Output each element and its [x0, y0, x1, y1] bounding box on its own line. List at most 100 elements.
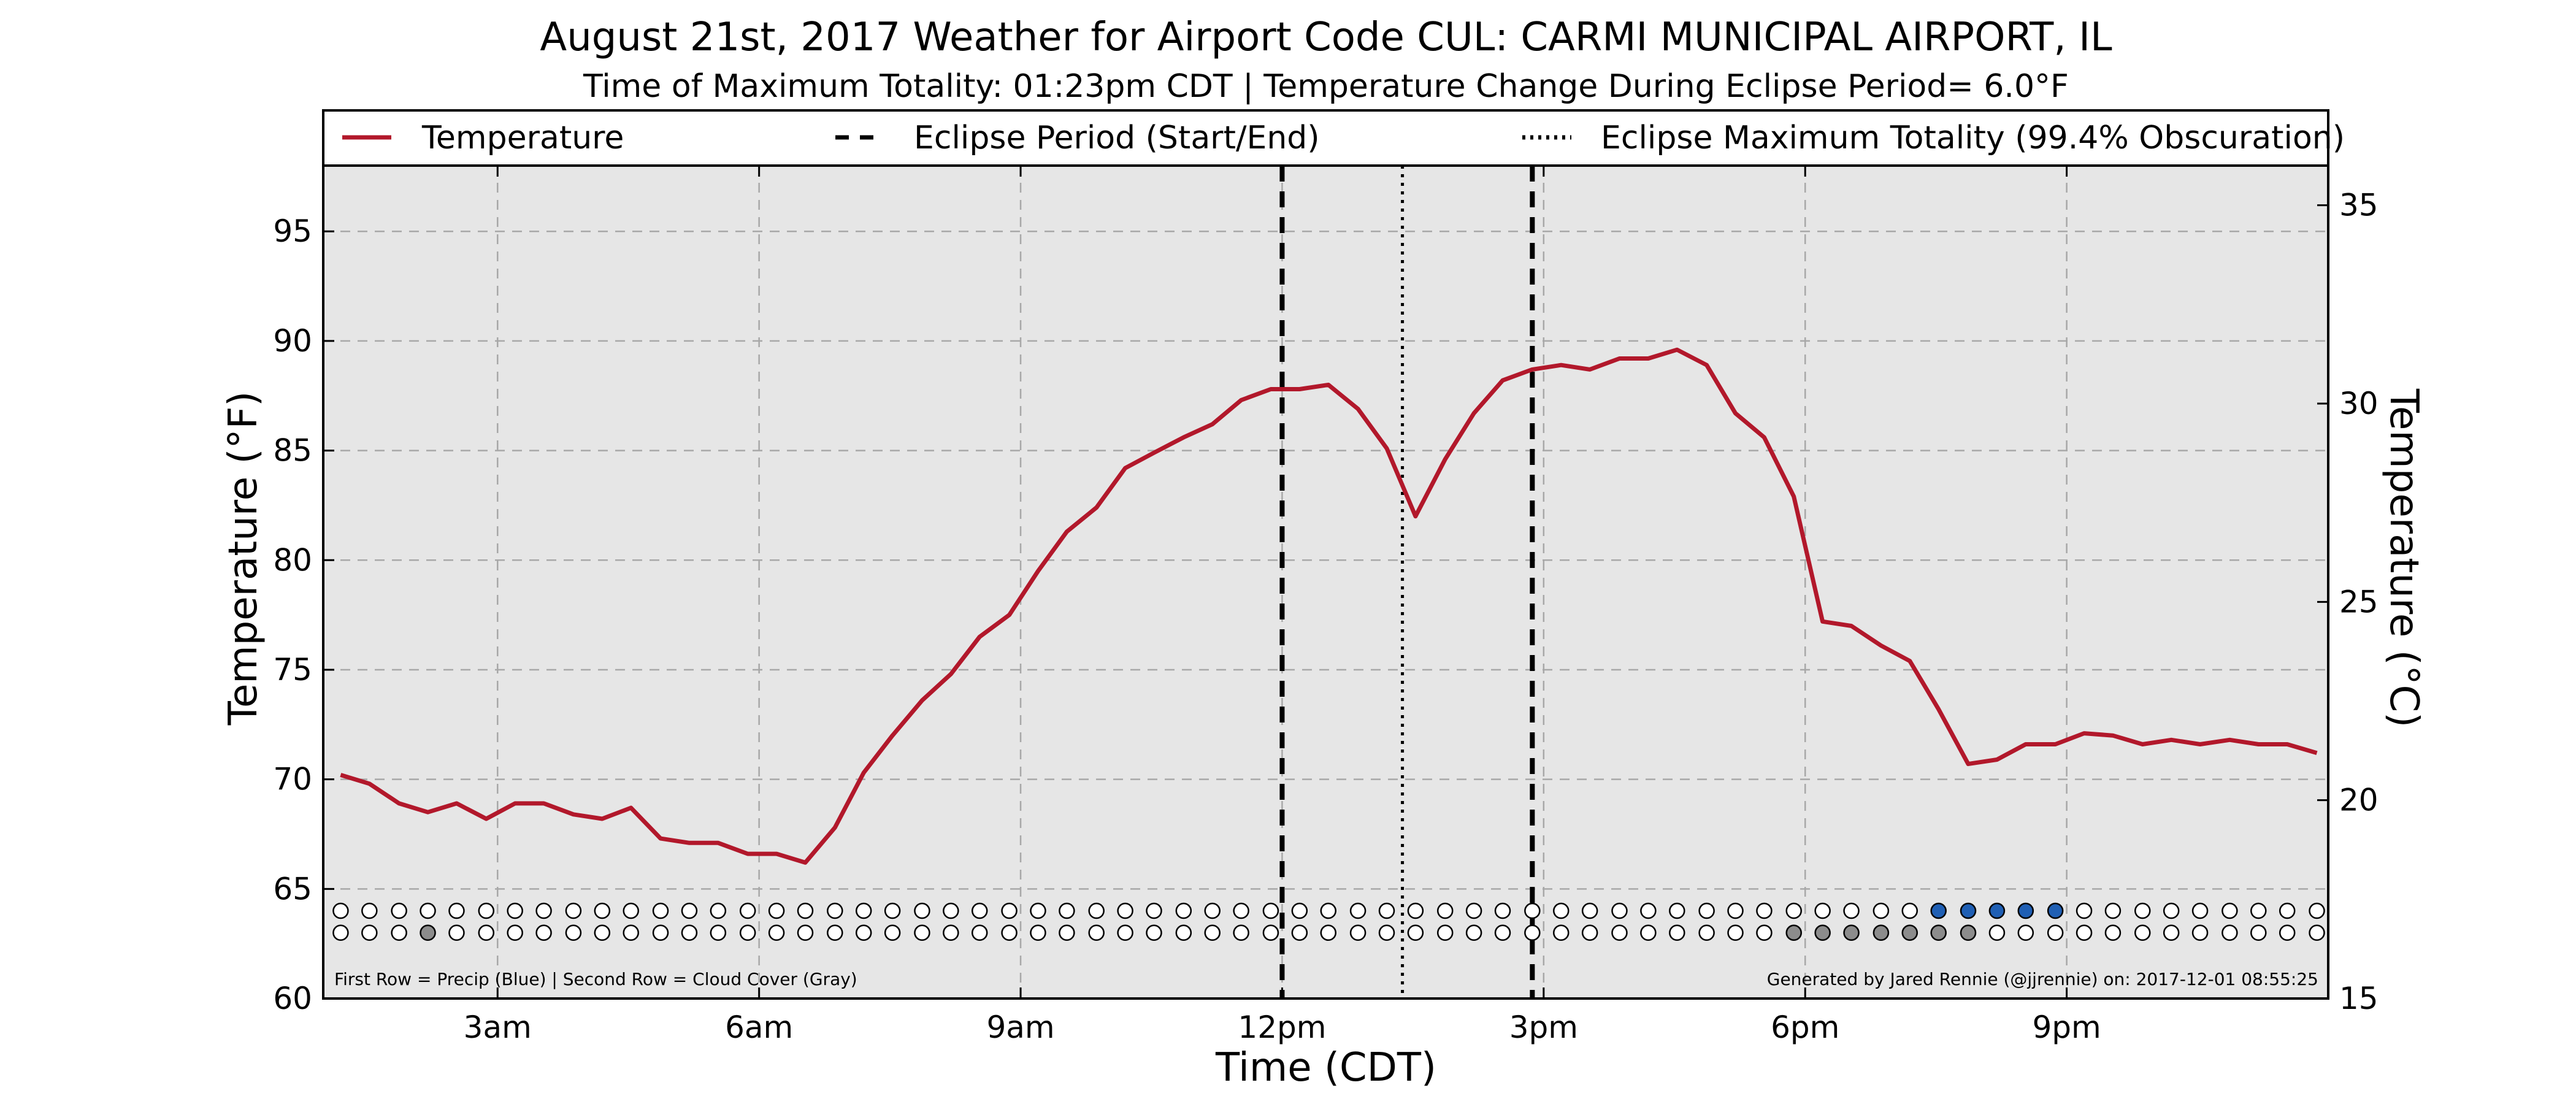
precip-indicator	[1785, 902, 1802, 919]
precip-indicator	[1988, 902, 2006, 919]
precip-indicator	[1930, 902, 1947, 919]
precip-indicator	[332, 902, 349, 919]
y-tick-label-right: 20	[2339, 783, 2379, 818]
cloud-indicator	[1349, 924, 1367, 941]
precip-indicator	[1494, 902, 1511, 919]
cloud-indicator	[1146, 924, 1162, 941]
cloud-indicator	[2104, 924, 2122, 941]
precip-indicator	[2191, 902, 2209, 919]
y-tick-label-left: 70	[273, 762, 312, 797]
cloud-indicator	[1407, 924, 1424, 941]
footnote-left: First Row = Precip (Blue) | Second Row =…	[334, 969, 857, 989]
y-tick-label-left: 85	[273, 433, 312, 469]
precip-indicator	[681, 902, 698, 919]
x-tick-label: 3pm	[1509, 1010, 1578, 1045]
precip-cloud-indicators	[332, 902, 2325, 941]
x-tick-label: 9am	[986, 1010, 1054, 1045]
cloud-indicator	[1901, 924, 1919, 941]
precip-indicator	[565, 902, 582, 919]
cloud-indicator	[2163, 924, 2180, 941]
precip-indicator	[1233, 902, 1249, 919]
precip-indicator	[1117, 902, 1133, 919]
precip-indicator	[1669, 902, 1685, 919]
cloud-indicator	[1581, 924, 1598, 941]
y-tick-label-right: 25	[2339, 584, 2379, 619]
plot-area	[323, 166, 2328, 999]
precip-indicator	[1524, 902, 1541, 919]
precip-indicator	[1465, 902, 1482, 919]
precip-indicator	[1001, 902, 1018, 919]
cloud-indicator	[2076, 924, 2093, 941]
chart-subtitle: Time of Maximum Totality: 01:23pm CDT | …	[583, 68, 2069, 105]
precip-indicator	[1756, 902, 1773, 919]
legend-eclipse-max-label: Eclipse Maximum Totality (99.4% Obscurat…	[1601, 120, 2345, 156]
cloud-indicator	[1553, 924, 1570, 941]
precip-indicator	[739, 902, 756, 919]
precip-indicator	[1960, 902, 1977, 919]
cloud-indicator	[1117, 924, 1133, 941]
precip-indicator	[1640, 902, 1657, 919]
cloud-indicator	[507, 924, 523, 941]
y-tick-label-right: 35	[2339, 188, 2379, 223]
precip-indicator	[507, 902, 523, 919]
precip-indicator	[1204, 902, 1221, 919]
y-tick-label-right: 30	[2339, 386, 2379, 421]
cloud-indicator	[797, 924, 814, 941]
cloud-indicator	[1524, 924, 1541, 941]
cloud-indicator	[1059, 924, 1075, 941]
precip-indicator	[2279, 902, 2296, 919]
cloud-indicator	[1175, 924, 1192, 941]
cloud-indicator	[1262, 924, 1279, 941]
cloud-indicator	[652, 924, 669, 941]
x-tick-label: 6pm	[1771, 1010, 1839, 1045]
precip-indicator	[884, 902, 901, 919]
y-tick-label-left: 90	[273, 323, 312, 359]
cloud-indicator	[1698, 924, 1715, 941]
precip-indicator	[914, 902, 930, 919]
cloud-indicator	[1030, 924, 1046, 941]
precip-indicator	[971, 902, 988, 919]
precip-indicator	[1553, 902, 1570, 919]
cloud-indicator	[623, 924, 639, 941]
precip-indicator	[1175, 902, 1192, 919]
y-tick-label-left: 60	[273, 981, 312, 1016]
cloud-indicator	[1756, 924, 1773, 941]
grid-lines	[323, 166, 2328, 999]
cloud-indicator	[2309, 924, 2325, 941]
precip-indicator	[827, 902, 843, 919]
legend-box	[322, 109, 2329, 167]
cloud-indicator	[2134, 924, 2151, 941]
cloud-indicator	[1088, 924, 1105, 941]
precip-indicator	[1320, 902, 1337, 919]
cloud-indicator	[391, 924, 407, 941]
y-axis-right-ticks: 15 20 25 30 35	[2317, 188, 2379, 1016]
x-tick-label: 3am	[464, 1010, 532, 1045]
precip-indicator	[1581, 902, 1598, 919]
cloud-indicator	[1669, 924, 1685, 941]
cloud-indicator	[1814, 924, 1831, 941]
x-axis-ticks: 3am 6am 9am 12pm 3pm 6pm 9pm	[464, 166, 2101, 1045]
precip-indicator	[1407, 902, 1424, 919]
cloud-indicator	[332, 924, 349, 941]
precip-indicator	[855, 902, 872, 919]
y-tick-label-left: 80	[273, 542, 312, 578]
cloud-indicator	[1640, 924, 1657, 941]
x-tick-label: 6am	[725, 1010, 793, 1045]
cloud-indicator	[535, 924, 552, 941]
cloud-indicator	[2017, 924, 2034, 941]
precip-indicator	[1901, 902, 1919, 919]
precip-indicator	[1814, 902, 1831, 919]
precip-indicator	[1088, 902, 1105, 919]
precip-indicator	[1262, 902, 1279, 919]
precip-indicator	[1436, 902, 1454, 919]
precip-indicator	[943, 902, 959, 919]
x-tick-label: 9pm	[2032, 1010, 2101, 1045]
cloud-indicator	[420, 924, 436, 941]
cloud-indicator	[1988, 924, 2006, 941]
y-axis-left-label: Temperature (°F)	[221, 391, 266, 726]
cloud-indicator	[943, 924, 959, 941]
precip-indicator	[652, 902, 669, 919]
cloud-indicator	[1436, 924, 1454, 941]
precip-indicator	[1146, 902, 1162, 919]
precip-indicator	[448, 902, 465, 919]
